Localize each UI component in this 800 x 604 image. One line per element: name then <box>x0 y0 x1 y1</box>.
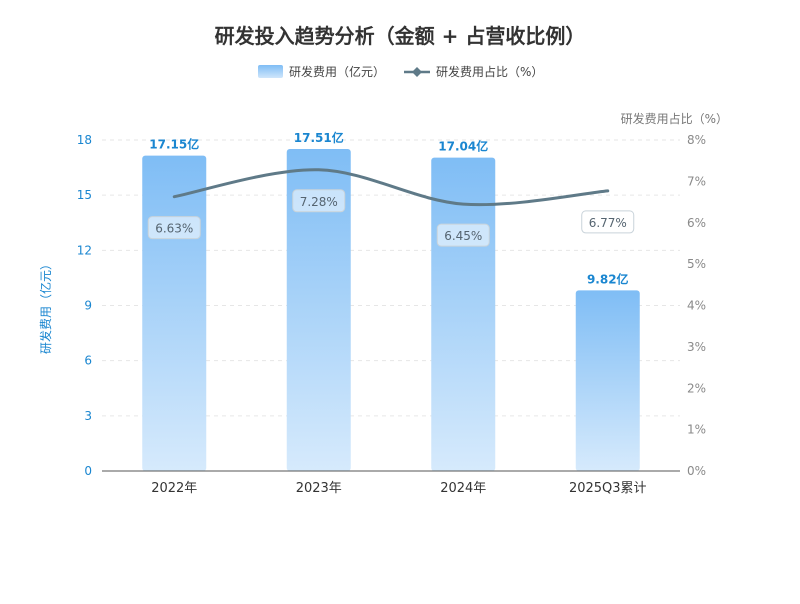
line-value-label-group: 7.28% <box>292 189 346 213</box>
legend-label-bar: 研发费用（亿元） <box>289 64 385 79</box>
line-value-label: 6.63% <box>155 222 193 236</box>
bar <box>575 290 640 471</box>
y-left-tick-label: 6 <box>84 354 92 368</box>
legend-swatch-marker <box>412 67 422 77</box>
y-right-tick-label: 5% <box>687 257 706 271</box>
ratio-line <box>172 168 610 207</box>
chart-title: 研发投入趋势分析（金额 + 占营收比例） <box>215 24 586 48</box>
y-right-tick-label: 6% <box>687 216 706 230</box>
x-tick-label: 2022年 <box>151 481 197 496</box>
line-value-label-box <box>147 216 201 240</box>
line-value-label-box <box>581 210 635 234</box>
y-left-tick-label: 15 <box>77 188 92 202</box>
bar-value-label: 17.04亿 <box>438 139 488 154</box>
line-value-label: 7.28% <box>300 195 338 209</box>
legend: 研发费用（亿元） 研发费用占比（%） <box>258 64 543 79</box>
y-left-tick-label: 12 <box>77 243 92 257</box>
bar-value-label: 9.82亿 <box>587 271 629 286</box>
line-value-label-box <box>292 189 346 213</box>
legend-label-line: 研发费用占比（%） <box>436 64 543 79</box>
y-left-tick-label: 3 <box>84 409 92 423</box>
line-value-label-group: 6.45% <box>436 223 490 247</box>
y-left-tick-label: 9 <box>84 299 92 313</box>
legend-swatch-bar <box>258 65 283 78</box>
line-series <box>172 168 610 207</box>
line-value-label-group: 6.63% <box>147 216 201 240</box>
bar <box>142 155 207 471</box>
line-value-label: 6.77% <box>589 216 627 230</box>
y-left-tick-label: 18 <box>77 133 92 147</box>
y-left-axis-title: 研发费用（亿元） <box>38 258 53 354</box>
line-value-label-group: 6.77% <box>581 210 635 234</box>
data-labels: 17.15亿 17.51亿 17.04亿 9.82亿 6.63% 7.28% 6.45% 6.… <box>147 130 635 286</box>
y-left-tick-label: 0 <box>84 464 92 478</box>
y-right-tick-label: 2% <box>687 381 706 395</box>
bar <box>286 149 351 471</box>
bar-value-label: 17.51亿 <box>294 130 344 145</box>
line-value-label-box <box>436 223 490 247</box>
y-right-tick-label: 4% <box>687 299 706 313</box>
x-tick-label: 2025Q3累计 <box>569 481 647 496</box>
y-right-axis-title: 研发费用占比（%） <box>621 111 728 126</box>
x-tick-label: 2023年 <box>296 481 342 496</box>
y-right-tick-label: 0% <box>687 464 706 478</box>
bar-value-label: 17.15亿 <box>149 137 199 152</box>
y-right-tick-label: 7% <box>687 174 706 188</box>
y-right-tick-label: 3% <box>687 340 706 354</box>
x-tick-label: 2024年 <box>440 481 486 496</box>
y-right-tick-label: 8% <box>687 133 706 147</box>
line-value-label: 6.45% <box>444 229 482 243</box>
y-right-tick-label: 1% <box>687 423 706 437</box>
axes: 0 3 6 9 12 15 18 0% 1% 2% 3% 4% 5% 6% 7% 8% 2022年 2023年 20… <box>77 133 706 496</box>
